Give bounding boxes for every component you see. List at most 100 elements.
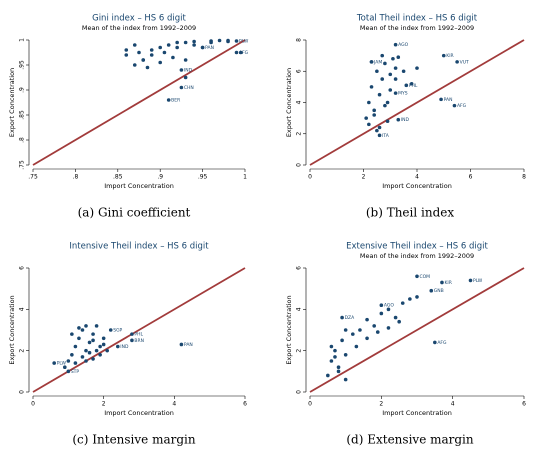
point bbox=[124, 48, 129, 52]
chart-title: Intensive Theil index – HS 6 digit bbox=[69, 242, 209, 252]
point bbox=[336, 369, 341, 374]
point bbox=[158, 60, 162, 65]
point bbox=[91, 332, 95, 336]
point bbox=[375, 330, 380, 334]
point bbox=[70, 353, 74, 357]
point bbox=[87, 350, 92, 355]
point bbox=[183, 75, 188, 80]
y-tick-label: 1 bbox=[19, 38, 26, 42]
point bbox=[383, 103, 387, 108]
point bbox=[396, 117, 401, 122]
y-tick-label: 4 bbox=[296, 307, 303, 311]
point bbox=[108, 328, 113, 332]
point bbox=[393, 91, 398, 95]
point-label: SGP bbox=[113, 328, 122, 334]
point bbox=[379, 311, 384, 316]
point bbox=[175, 45, 179, 50]
point bbox=[336, 365, 341, 370]
point-label: JAM bbox=[373, 59, 382, 65]
point bbox=[130, 332, 134, 336]
point bbox=[141, 58, 146, 62]
point bbox=[149, 53, 154, 57]
point bbox=[238, 50, 243, 55]
point bbox=[439, 97, 443, 102]
point-label: PLW bbox=[239, 39, 249, 45]
point bbox=[388, 88, 393, 92]
point-label: AGO bbox=[398, 42, 408, 48]
point bbox=[179, 342, 184, 347]
x-tick-label: 4 bbox=[172, 401, 176, 408]
point bbox=[367, 100, 371, 105]
point bbox=[66, 359, 71, 363]
point bbox=[343, 328, 348, 332]
point bbox=[73, 344, 78, 349]
point bbox=[179, 85, 184, 90]
point bbox=[375, 128, 379, 133]
point bbox=[364, 116, 368, 120]
point bbox=[380, 77, 385, 81]
point bbox=[63, 365, 67, 370]
point-label: ITA bbox=[382, 133, 390, 139]
point bbox=[385, 100, 390, 105]
point bbox=[408, 297, 412, 301]
point-label: CHN bbox=[184, 85, 194, 91]
point bbox=[455, 60, 459, 64]
point-label: PAN bbox=[184, 342, 193, 348]
chart-title: Gini index – HS 6 digit bbox=[92, 14, 186, 24]
point bbox=[91, 338, 95, 343]
point bbox=[393, 315, 398, 320]
point bbox=[468, 278, 473, 283]
point-label: IND bbox=[120, 344, 129, 350]
point-label: IND bbox=[184, 68, 193, 74]
point bbox=[343, 377, 348, 382]
point bbox=[343, 353, 348, 357]
diagonal-line bbox=[309, 39, 525, 166]
point bbox=[73, 361, 78, 365]
point bbox=[429, 288, 434, 293]
point bbox=[340, 315, 344, 320]
point-label: PLW bbox=[473, 278, 483, 284]
x-tick-label: 6 bbox=[469, 174, 473, 181]
x-tick-label: .8 bbox=[73, 174, 79, 181]
point bbox=[200, 45, 205, 50]
point bbox=[234, 50, 239, 55]
point bbox=[116, 344, 120, 349]
point bbox=[365, 317, 369, 322]
y-tick-label: 0 bbox=[296, 163, 303, 167]
x-tick-label: 6 bbox=[522, 401, 526, 408]
point bbox=[183, 58, 188, 62]
point-label: MYS bbox=[398, 91, 408, 97]
y-tick-label: 2 bbox=[19, 349, 26, 353]
y-tick-label: .95 bbox=[19, 60, 26, 70]
x-tick-label: .95 bbox=[198, 174, 208, 181]
caption: (d) Extensive margin bbox=[346, 433, 474, 447]
point bbox=[132, 63, 137, 67]
y-axis-label: Export Concentration bbox=[8, 295, 16, 364]
x-tick-label: 6 bbox=[243, 401, 247, 408]
x-axis-label: Import Concentration bbox=[104, 409, 174, 417]
point bbox=[192, 39, 196, 44]
y-axis-label: Export Concentration bbox=[8, 68, 16, 137]
point bbox=[84, 324, 88, 328]
point bbox=[52, 361, 56, 365]
point bbox=[77, 326, 81, 330]
point bbox=[98, 353, 102, 357]
point-label: BRN bbox=[134, 338, 144, 344]
x-axis-label: Import Concentration bbox=[382, 182, 452, 190]
point bbox=[94, 348, 99, 353]
point-label: DZA bbox=[345, 315, 356, 321]
point bbox=[396, 55, 401, 59]
point-label: PAN bbox=[205, 45, 214, 51]
x-tick-label: 0 bbox=[31, 401, 35, 408]
chart-subtitle: Mean of the index from 1992–2009 bbox=[360, 252, 474, 260]
y-axis-label: Export Concentration bbox=[285, 68, 293, 137]
y-tick-label: 0 bbox=[296, 390, 303, 394]
point bbox=[354, 344, 359, 349]
point bbox=[98, 344, 102, 349]
point-label: VUT bbox=[460, 59, 469, 65]
point bbox=[452, 103, 457, 108]
point bbox=[365, 336, 369, 341]
x-tick-label: .85 bbox=[113, 174, 123, 181]
point bbox=[333, 348, 337, 353]
point bbox=[369, 85, 374, 89]
